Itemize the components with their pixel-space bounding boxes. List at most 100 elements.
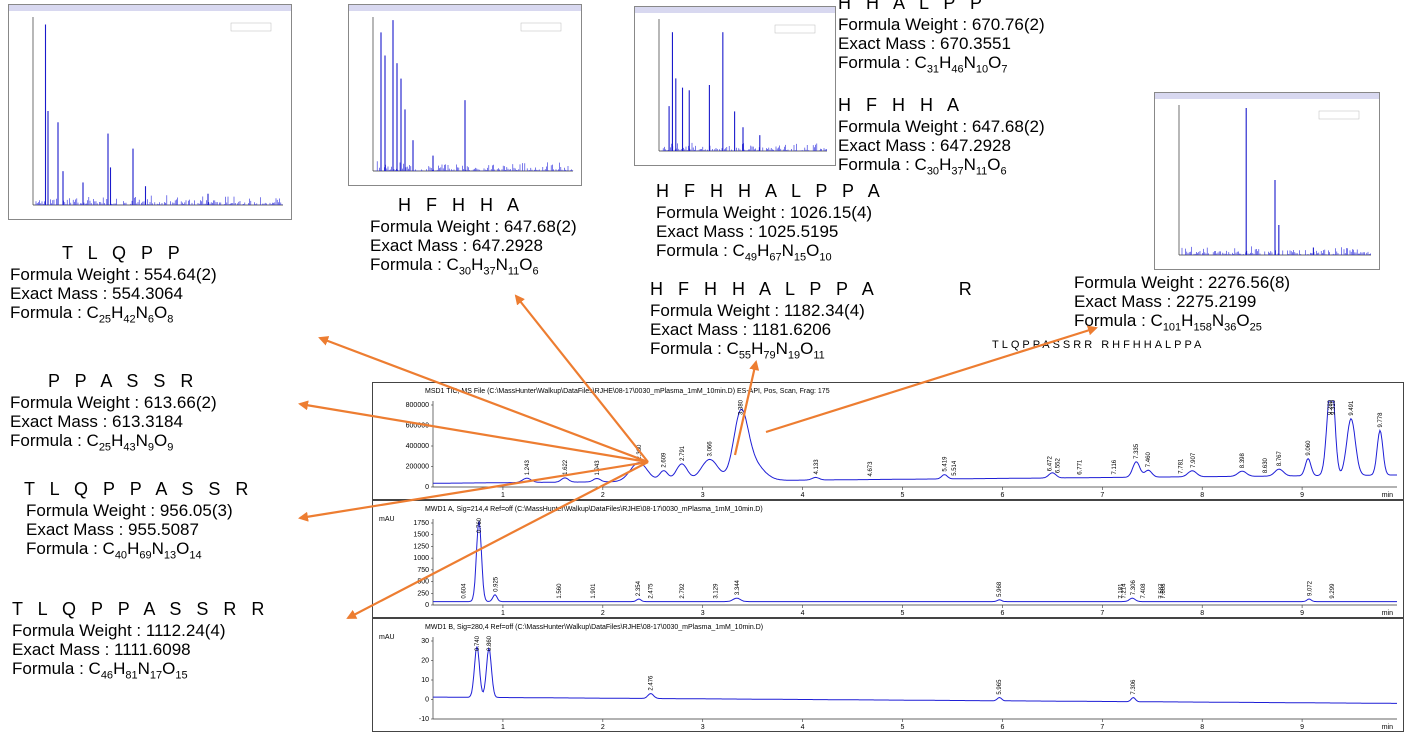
y-tick-label: -10 — [419, 716, 429, 723]
element-symbol: N — [1211, 311, 1225, 330]
formula-weight-value: 670.76(2) — [971, 15, 1045, 34]
peak-label: 1.243 — [525, 460, 531, 476]
y-tick-label: 1250 — [413, 543, 429, 550]
exact-mass-label: Exact Mass : — [10, 412, 113, 431]
peak-label: 8.767 — [1277, 450, 1283, 466]
peak-label: 3.129 — [714, 583, 720, 599]
peak-label: 7.460 — [1146, 452, 1152, 468]
peptide-sequence: P P A S S R — [48, 371, 199, 391]
y-tick-label: 1000 — [413, 555, 429, 562]
peak-label: 6.472 — [1048, 456, 1054, 472]
x-unit: min — [1382, 492, 1393, 499]
long-sequence-label: TLQPPASSRR RHFHHALPPA — [992, 339, 1205, 351]
x-tick-label: 5 — [901, 724, 905, 731]
element-symbol: N — [135, 303, 148, 322]
panel-title: MWD1 B, Sig=280,4 Ref=off (C:\MassHunter… — [425, 624, 763, 631]
element-symbol: H — [751, 339, 764, 358]
element-symbol: H — [113, 659, 126, 678]
peptide-hfhhalppar: H F H H A L P P A R Formula Weight : 1182… — [650, 280, 977, 365]
formula-weight-value: 647.68(2) — [971, 117, 1045, 136]
tic-chromatogram-panel: MSD1 TIC, MS File (C:\MassHunter\Walkup\… — [372, 382, 1404, 500]
x-tick-label: 7 — [1100, 610, 1104, 617]
spectrum-header — [349, 5, 581, 11]
formula-weight-label: Formula Weight : — [1074, 273, 1208, 292]
peptide-sequence: H F H H A — [838, 95, 965, 115]
element-symbol: N — [963, 155, 976, 174]
peptide-hhalpp: H H A L P P Formula Weight : 670.76(2) Exa… — [838, 0, 1045, 79]
formula-label: Formula : — [650, 339, 727, 358]
mass-spectrum-3 — [634, 6, 836, 166]
exact-mass: Exact Mass : 1111.6098 — [12, 640, 269, 659]
mass-spectrum-1 — [8, 4, 292, 220]
peak-label: 2.354 — [636, 580, 642, 596]
formula-label: Formula : — [10, 303, 87, 322]
element-count: 55 — [738, 349, 752, 362]
exact-mass-label: Exact Mass : — [838, 136, 941, 155]
x-tick-label: 1 — [501, 610, 505, 617]
peak-label: 9.280 — [1328, 399, 1334, 415]
element-count: 43 — [123, 441, 136, 454]
x-tick-label: 2 — [601, 492, 605, 499]
element-count: 101 — [1162, 321, 1182, 334]
peak-label: 9.299 — [1330, 583, 1336, 599]
element-symbol: O — [154, 303, 168, 322]
y-tick-label: 750 — [417, 567, 429, 574]
peak-label: 2.791 — [680, 445, 686, 461]
element-count: 19 — [787, 349, 801, 362]
spectrum-legend — [1318, 110, 1360, 120]
peptide-large: Formula Weight : 2276.56(8) Exact Mass : … — [1074, 273, 1290, 337]
formula-weight: Formula Weight : 1182.34(4) — [650, 301, 977, 320]
element-symbol: N — [137, 659, 150, 678]
element-count: 67 — [769, 251, 782, 264]
peak-label: 3.066 — [707, 441, 713, 457]
x-tick-label: 8 — [1200, 610, 1204, 617]
peak-label: 8.630 — [1263, 457, 1269, 473]
formula-label: Formula : — [1074, 311, 1151, 330]
formula-weight-value: 1112.24(4) — [145, 621, 226, 640]
y-tick-label: 200000 — [406, 464, 429, 471]
x-tick-label: 7 — [1100, 724, 1104, 731]
x-tick-label: 3 — [701, 610, 705, 617]
element-count: 7 — [1001, 63, 1008, 76]
peptide-sequence: H H A L P P — [838, 0, 988, 13]
peak-label: 7.907 — [1191, 452, 1197, 468]
exact-mass-value: 647.2928 — [472, 236, 543, 255]
peptide-ppassr: P P A S S R Formula Weight : 613.66(2) Exa… — [10, 372, 217, 457]
peak-label: 7.306 — [1131, 679, 1137, 695]
exact-mass-value: 1111.6098 — [114, 640, 191, 659]
element-symbol: N — [781, 241, 794, 260]
exact-mass: Exact Mass : 955.5087 — [26, 520, 253, 539]
y-tick-label: 0 — [425, 484, 429, 491]
element-symbol: H — [939, 155, 952, 174]
element-symbol: C — [102, 539, 115, 558]
peak-label: 9.072 — [1307, 580, 1313, 596]
peak-label: 9.491 — [1349, 400, 1355, 416]
element-count: 40 — [114, 549, 128, 562]
peak-label: 7.116 — [1112, 459, 1118, 474]
spectrum-header — [635, 7, 835, 13]
peptide-sequence: H F H H A — [398, 195, 525, 215]
formula-weight: Formula Weight : 670.76(2) — [838, 15, 1045, 34]
peptide-sequence: T L Q P P A S S R R — [12, 599, 270, 619]
mass-spectrum-4 — [1154, 92, 1380, 270]
element-count: 9 — [147, 441, 154, 454]
formula: Formula : C25H42N6O8 — [10, 303, 217, 329]
element-symbol: O — [1236, 311, 1250, 330]
formula-weight: Formula Weight : 956.05(3) — [26, 501, 253, 520]
element-symbol: H — [939, 53, 952, 72]
peptide-hfhhalppa: H F H H A L P P A Formula Weight : 1026.1… — [656, 182, 885, 267]
formula-weight-label: Formula Weight : — [656, 203, 790, 222]
y-unit: mAU — [379, 516, 395, 523]
formula-weight-label: Formula Weight : — [10, 393, 144, 412]
peak-label: 5.968 — [997, 581, 1003, 597]
peak-label: 4.673 — [868, 461, 874, 477]
x-tick-label: 8 — [1200, 724, 1204, 731]
peak-label: 2.792 — [680, 583, 686, 599]
x-tick-label: 2 — [601, 724, 605, 731]
element-symbol: C — [86, 431, 99, 450]
element-symbol: H — [757, 241, 770, 260]
element-symbol: N — [135, 431, 148, 450]
uv280-chromatogram-panel: MWD1 B, Sig=280,4 Ref=off (C:\MassHunter… — [372, 618, 1404, 732]
x-tick-label: 5 — [901, 492, 905, 499]
element-count: 6 — [532, 265, 539, 278]
